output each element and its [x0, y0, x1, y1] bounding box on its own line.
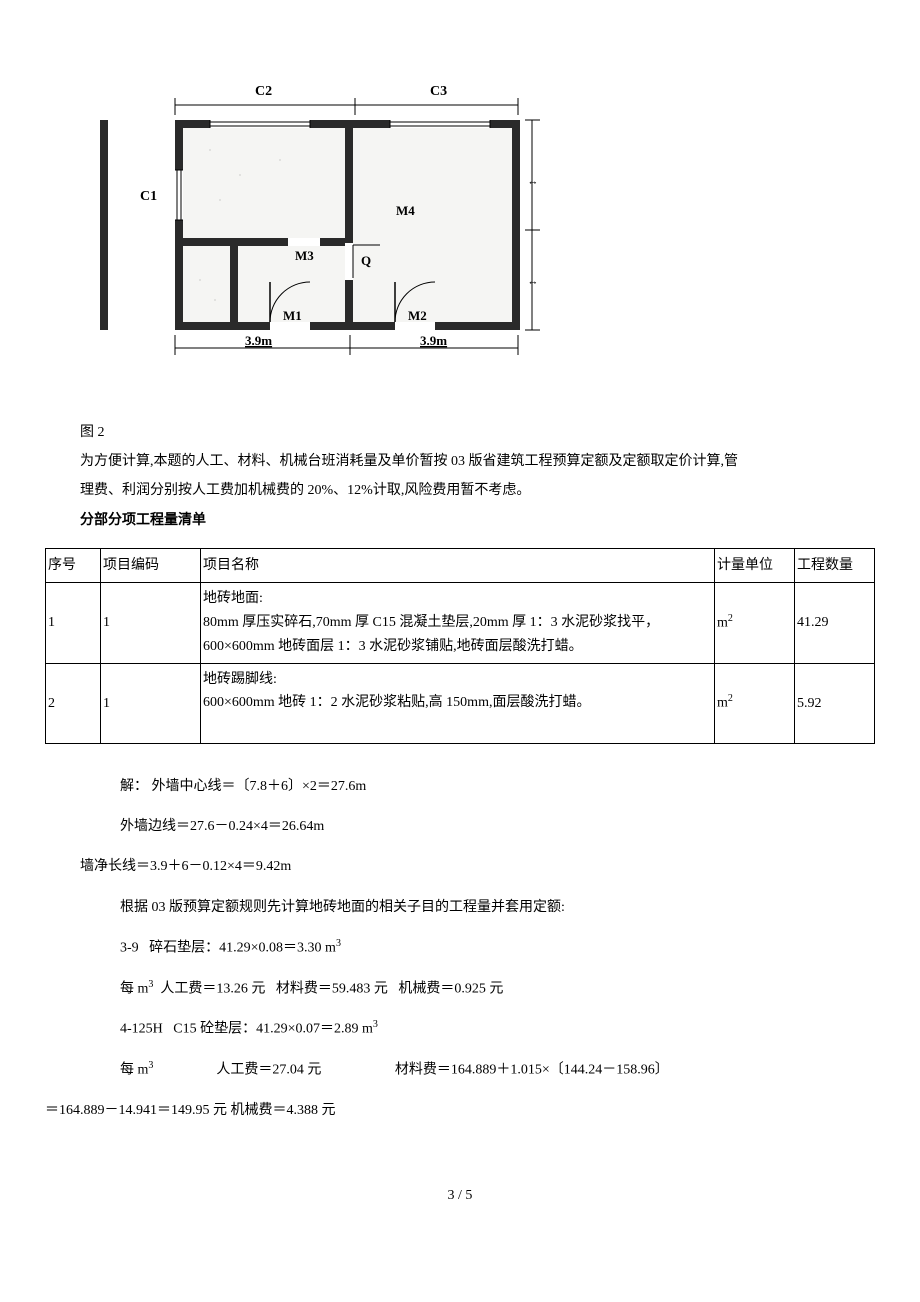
- calc-line-4: 根据 03 版预算定额规则先计算地砖地面的相关子目的工程量并套用定额:: [120, 895, 840, 920]
- intro-line2: 理费、利润分别按人工费加机械费的 20%、12%计取,风险费用暂不考虑。: [80, 479, 840, 503]
- cell-code: 1: [101, 663, 201, 743]
- label-c2: C2: [255, 84, 272, 99]
- cell-code: 1: [101, 583, 201, 663]
- dim-left: 3.9m: [245, 333, 272, 348]
- page-number: 3 / 5: [40, 1183, 880, 1208]
- cell-name: 地砖地面:80mm 厚压实碎石,70mm 厚 C15 混凝土垫层,20mm 厚 …: [201, 583, 715, 663]
- floor-plan-svg: ↕ ↕: [100, 80, 540, 390]
- intro-line1: 为方便计算,本题的人工、材料、机械台班消耗量及单价暂按 03 版省建筑工程预算定…: [80, 450, 840, 474]
- calc-line-3: 墙净长线＝3.9＋6－0.12×4＝9.42m: [80, 854, 840, 879]
- calc-line-9: ＝164.889－14.941＝149.95 元 机械费＝4.388 元: [45, 1098, 840, 1123]
- floor-plan-diagram: ↕ ↕: [100, 80, 880, 390]
- label-m1: M1: [283, 308, 302, 323]
- label-c1: C1: [140, 189, 157, 204]
- th-name: 项目名称: [201, 548, 715, 582]
- table-row: 2 1 地砖踢脚线:600×600mm 地砖 1：2 水泥砂浆粘贴,高 150m…: [46, 663, 875, 743]
- label-m3: M3: [295, 248, 314, 263]
- th-code: 项目编码: [101, 548, 201, 582]
- quantity-table: 序号 项目编码 项目名称 计量单位 工程数量 1 1 地砖地面:80mm 厚压实…: [45, 548, 875, 744]
- cell-seq: 2: [46, 663, 101, 743]
- th-qty: 工程数量: [795, 548, 875, 582]
- calc-line-1: 解： 外墙中心线＝〔7.8＋6〕×2＝27.6m: [120, 774, 840, 799]
- th-seq: 序号: [46, 548, 101, 582]
- calc-line-7: 4-125H C15 砼垫层：41.29×0.07＝2.89 m3: [120, 1016, 840, 1042]
- label-c3: C3: [430, 84, 447, 99]
- label-m4: M4: [396, 203, 415, 218]
- cell-unit: m2: [715, 663, 795, 743]
- cell-seq: 1: [46, 583, 101, 663]
- calc-line-6: 每 m3 人工费＝13.26 元 材料费＝59.483 元 机械费＝0.925 …: [120, 976, 840, 1002]
- calc-line-2: 外墙边线＝27.6－0.24×4＝26.64m: [120, 814, 840, 839]
- cell-name: 地砖踢脚线:600×600mm 地砖 1：2 水泥砂浆粘贴,高 150mm,面层…: [201, 663, 715, 743]
- section-title: 分部分项工程量清单: [80, 508, 840, 533]
- th-unit: 计量单位: [715, 548, 795, 582]
- cell-qty: 41.29: [795, 583, 875, 663]
- calc-line-8: 每 m3 人工费＝27.04 元 材料费＝164.889＋1.015×〔144.…: [120, 1057, 840, 1083]
- figure-caption: 图 2: [80, 420, 880, 445]
- cell-qty: 5.92: [795, 663, 875, 743]
- cell-unit: m2: [715, 583, 795, 663]
- dim-right: 3.9m: [420, 333, 447, 348]
- table-row: 1 1 地砖地面:80mm 厚压实碎石,70mm 厚 C15 混凝土垫层,20m…: [46, 583, 875, 663]
- svg-text:↕: ↕: [527, 180, 539, 186]
- label-q: Q: [361, 253, 371, 268]
- label-m2: M2: [408, 308, 427, 323]
- svg-text:↕: ↕: [527, 280, 539, 286]
- calc-line-5: 3-9 碎石垫层：41.29×0.08＝3.30 m3: [120, 935, 840, 961]
